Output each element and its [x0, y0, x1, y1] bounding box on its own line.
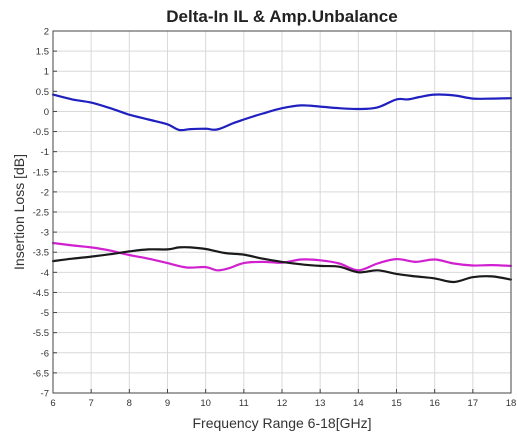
series-group [51, 93, 513, 284]
y-tick-label-16: -6 [41, 348, 49, 359]
x-tick-label-10: 16 [429, 398, 440, 409]
y-tick-label-6: -1 [41, 147, 49, 158]
x-axis-label: Frequency Range 6-18[GHz] [193, 415, 372, 431]
x-tick-label-3: 9 [165, 398, 170, 409]
y-tick-label-4: 0 [44, 107, 49, 118]
axis-ticks: 6 7 8 9 10 11 12 13 14 15 16 17 18 2 1.5 1 0.5 0 -0.5 -1 -1.… [33, 27, 517, 410]
x-tick-label-7: 13 [315, 398, 326, 409]
x-tick-label-9: 15 [391, 398, 402, 409]
y-tick-label-12: -4 [41, 268, 49, 279]
y-tick-label-15: -5.5 [33, 328, 49, 339]
x-tick-label-11: 17 [468, 398, 479, 409]
y-axis-label: Insertion Loss [dB] [11, 154, 27, 270]
y-tick-label-11: -3.5 [33, 248, 49, 259]
grid [52, 30, 512, 394]
x-tick-label-1: 7 [89, 398, 94, 409]
series-line-1 [51, 241, 513, 272]
series-line-0 [51, 93, 513, 132]
y-tick-label-7: -1.5 [33, 167, 49, 178]
x-tick-label-4: 10 [200, 398, 211, 409]
y-tick-label-18: -7 [41, 389, 49, 400]
y-tick-label-10: -3 [41, 228, 49, 239]
y-tick-label-14: -5 [41, 308, 49, 319]
y-tick-label-9: -2.5 [33, 208, 49, 219]
chart-title: Delta-In IL & Amp.Unbalance [166, 7, 397, 26]
y-tick-label-5: -0.5 [33, 127, 49, 138]
x-tick-label-8: 14 [353, 398, 364, 409]
series-line-2 [51, 246, 513, 284]
y-tick-label-13: -4.5 [33, 288, 49, 299]
x-tick-label-5: 11 [239, 398, 249, 409]
y-tick-label-17: -6.5 [33, 368, 49, 379]
x-tick-label-2: 8 [127, 398, 132, 409]
x-tick-label-12: 18 [506, 398, 517, 409]
x-tick-label-6: 12 [277, 398, 288, 409]
y-tick-label-3: 0.5 [36, 87, 49, 98]
y-tick-label-1: 1.5 [36, 47, 49, 58]
y-tick-label-0: 2 [44, 27, 49, 38]
x-tick-label-0: 6 [50, 398, 55, 409]
y-tick-label-8: -2 [41, 187, 49, 198]
y-tick-label-2: 1 [44, 67, 49, 78]
